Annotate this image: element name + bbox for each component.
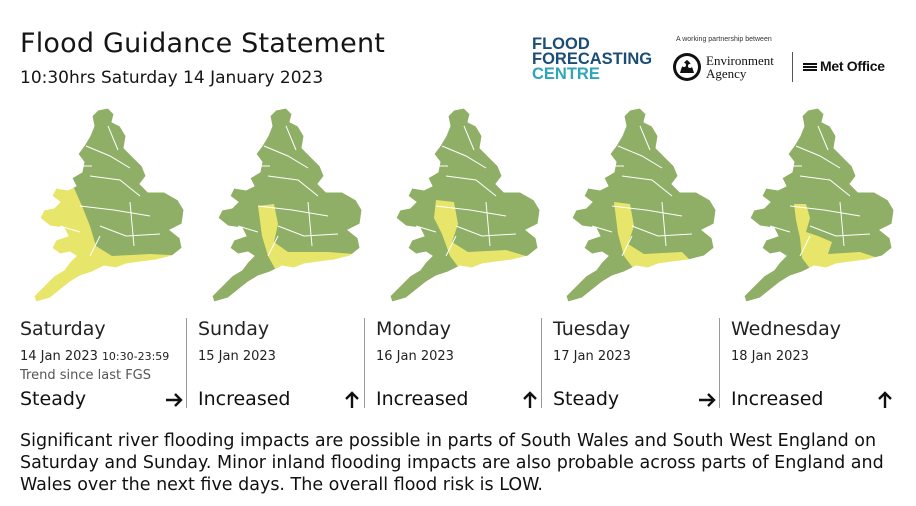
date-text: 17 Jan 2023 xyxy=(553,349,631,364)
day-date: 18 Jan 2023 xyxy=(731,349,809,364)
logo-divider xyxy=(792,52,793,82)
ffc-logo-line2: FORECASTING xyxy=(532,50,653,68)
met-office-icon xyxy=(803,63,817,72)
day-panel-tuesday: Tuesday 17 Jan 2023 Steady xyxy=(553,318,723,412)
day-panel-sunday: Sunday 15 Jan 2023 Increased xyxy=(198,318,368,412)
day-name: Saturday xyxy=(20,318,106,340)
flood-risk-map-tuesday xyxy=(565,107,717,303)
day-divider xyxy=(364,318,365,408)
met-office-logo: Met Office xyxy=(802,58,885,74)
trend-value: Steady xyxy=(20,388,87,410)
right-arrow-icon xyxy=(166,393,183,407)
trend-value: Steady xyxy=(553,388,620,410)
day-date: 15 Jan 2023 xyxy=(198,349,276,364)
trend-value: Increased xyxy=(376,388,469,410)
ea-logo-line2: Agency xyxy=(706,66,747,81)
day-name: Wednesday xyxy=(731,318,842,340)
ffc-logo-line3: CENTRE xyxy=(532,65,600,83)
issue-time: 10:30hrs Saturday 14 January 2023 xyxy=(20,68,324,88)
flood-risk-map-saturday xyxy=(33,107,185,303)
day-name: Tuesday xyxy=(553,318,631,340)
flood-risk-map-sunday xyxy=(211,107,363,303)
day-date: 14 Jan 2023 10:30-23:59 xyxy=(20,349,169,364)
partnership-note: A working partnership between xyxy=(676,36,772,43)
up-arrow-icon xyxy=(878,391,892,408)
date-text: 15 Jan 2023 xyxy=(198,349,276,364)
flood-risk-map-wednesday xyxy=(743,107,895,303)
flood-risk-statement: Significant river flooding impacts are p… xyxy=(20,431,884,495)
met-office-label: Met Office xyxy=(820,58,885,74)
environment-agency-icon xyxy=(673,53,701,81)
ea-logo-line1: Environment xyxy=(706,53,774,68)
date-text: 18 Jan 2023 xyxy=(731,349,809,364)
flood-forecasting-centre-logo: FLOOD FORECASTING CENTRE xyxy=(532,35,653,83)
trend-value: Increased xyxy=(731,388,824,410)
day-date: 16 Jan 2023 xyxy=(376,349,454,364)
ffc-logo-line1: FLOOD xyxy=(532,35,590,53)
day-panel-wednesday: Wednesday 18 Jan 2023 Increased xyxy=(731,318,901,412)
day-panel-saturday: Saturday 14 Jan 2023 10:30-23:59 Trend si… xyxy=(20,318,190,412)
environment-agency-logo: Environment Agency xyxy=(672,50,792,84)
up-arrow-icon xyxy=(523,391,537,408)
right-arrow-icon xyxy=(699,393,716,407)
day-divider xyxy=(541,318,542,408)
date-text: 14 Jan 2023 xyxy=(20,349,98,364)
valid-hours: 10:30-23:59 xyxy=(101,350,170,363)
trend-value: Increased xyxy=(198,388,291,410)
day-panel-monday: Monday 16 Jan 2023 Increased xyxy=(376,318,546,412)
day-name: Sunday xyxy=(198,318,270,340)
day-name: Monday xyxy=(376,318,452,340)
day-divider xyxy=(719,318,720,408)
up-arrow-icon xyxy=(345,391,359,408)
day-divider xyxy=(186,318,187,408)
trend-label: Trend since last FGS xyxy=(20,368,151,383)
page-title: Flood Guidance Statement xyxy=(20,28,386,59)
date-text: 16 Jan 2023 xyxy=(376,349,454,364)
day-date: 17 Jan 2023 xyxy=(553,349,631,364)
flood-risk-map-monday xyxy=(389,107,541,303)
